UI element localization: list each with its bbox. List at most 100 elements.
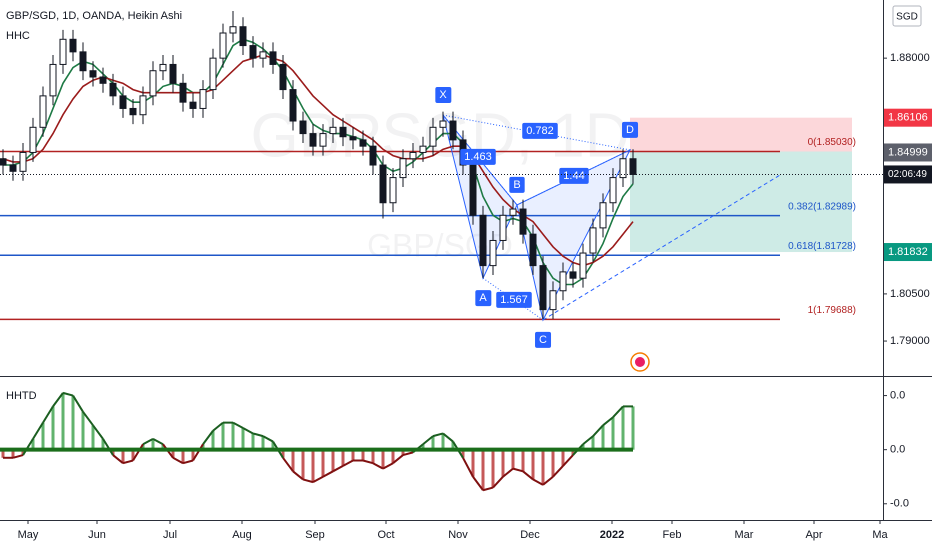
candle-body (409, 151, 417, 160)
pattern-point-bg (622, 121, 639, 138)
candle-body (109, 82, 117, 97)
histogram-curve (252, 432, 264, 438)
pattern-point: C (535, 331, 552, 348)
price-badge-label: 1.81832 (888, 246, 928, 258)
candle-body (549, 290, 557, 311)
histogram-curve (82, 411, 94, 426)
histogram-bar (501, 449, 505, 477)
histogram-bar (391, 449, 395, 464)
histogram-bar (111, 449, 115, 456)
currency-box[interactable] (892, 5, 922, 27)
histogram-bar (581, 444, 585, 450)
emblem[interactable] (630, 352, 650, 372)
histogram-bar (91, 425, 95, 450)
pattern-ratio-bg (559, 167, 589, 184)
target-zone (630, 151, 852, 253)
histogram-curve (512, 467, 524, 473)
fib-label: 1(1.79688) (808, 305, 856, 316)
histogram-bar (621, 406, 625, 450)
histogram-curve (52, 392, 64, 407)
histogram-bar (521, 449, 525, 472)
histogram-bar (451, 441, 455, 450)
histogram-curve (142, 437, 154, 446)
candle-body (259, 51, 267, 59)
histogram-curve (232, 421, 244, 429)
histogram-curve (112, 454, 124, 464)
candle-body (329, 126, 337, 135)
candle-body (449, 120, 457, 141)
main-pane: GBPSGD, 1D GBP/SGD 0(1.85030)0.382(1.829… (0, 11, 883, 348)
histogram-curve (602, 416, 614, 427)
histogram-bar (21, 449, 25, 456)
pattern-point-text: A (479, 292, 487, 304)
candle-body (519, 208, 527, 235)
candle-body (119, 95, 127, 109)
histogram-curve (492, 476, 504, 489)
candle-body (49, 63, 57, 97)
histogram-curve (32, 422, 44, 440)
y-tick-label: 1.88000 (890, 52, 930, 64)
histogram-curve (92, 424, 104, 440)
histogram-bar (31, 438, 35, 450)
x-tick-label: Mar (735, 529, 754, 541)
histogram-bar (211, 430, 215, 450)
moving-average (2, 54, 634, 267)
histogram-curve (182, 459, 194, 465)
candle-body (469, 164, 477, 216)
fib-label: 0(1.85030) (808, 137, 856, 148)
histogram-bar (561, 449, 565, 466)
axes: 1.88000 1.80500 1.79000 1.86106 1.84999 1.818… (18, 52, 932, 541)
histogram-curve (132, 443, 144, 462)
histogram-bar (471, 449, 475, 477)
candle-body (189, 101, 197, 109)
histogram-curve (522, 470, 534, 481)
histogram-curve (122, 459, 134, 465)
x-tick-label: May (18, 529, 39, 541)
histogram-bar (431, 436, 435, 450)
histogram-bar (341, 449, 345, 466)
pattern-point: D (622, 121, 639, 138)
pattern-point-bg (509, 176, 525, 193)
histogram-bar (191, 449, 195, 461)
histogram-bar (51, 406, 55, 450)
pattern-point-text: B (513, 179, 520, 191)
pattern-point-text: C (539, 334, 547, 346)
x-tick-label: Nov (448, 529, 468, 541)
candle-body (429, 126, 437, 147)
candle-body (619, 158, 627, 179)
histogram-bar (311, 449, 315, 483)
candle-body (439, 120, 447, 128)
candle-body (359, 139, 367, 147)
histogram-curve (202, 430, 214, 445)
histogram-bar (491, 449, 495, 488)
histogram-bar (251, 433, 255, 450)
candle-body (159, 63, 167, 72)
pattern-ratio-bg (496, 291, 532, 308)
histogram-bar (481, 449, 485, 491)
histogram-curve (342, 459, 354, 467)
histogram-curve (262, 435, 274, 443)
price-badge (884, 108, 932, 127)
y-tick-label: 1.79000 (890, 335, 930, 347)
candle-body (309, 133, 317, 147)
price-badge (884, 243, 932, 262)
candle-body (599, 202, 607, 229)
pattern-point: X (435, 86, 452, 103)
histogram-bar (551, 449, 555, 477)
x-tick-label: Jun (88, 529, 106, 541)
histogram-bar (631, 406, 635, 450)
histogram-bar (421, 444, 425, 450)
x-tick-label: Dec (520, 529, 540, 541)
y-tick-label: 0.0 (890, 389, 905, 401)
histogram-curve (302, 478, 314, 484)
histogram-bar (351, 449, 355, 461)
candle-body (569, 271, 577, 279)
candle-body (89, 70, 97, 78)
histogram-curve (532, 478, 544, 486)
candle-body (399, 158, 407, 179)
candle-body (499, 214, 507, 241)
candle-body (0, 158, 7, 166)
indicator-title: HHTD (6, 390, 37, 402)
